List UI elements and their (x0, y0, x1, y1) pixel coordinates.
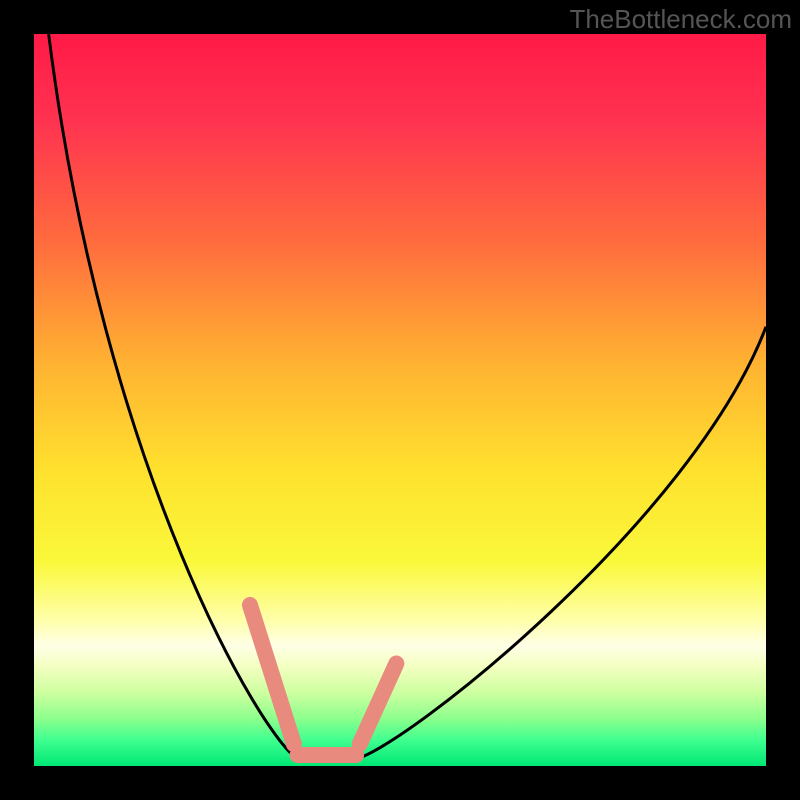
gradient-bg (34, 34, 766, 766)
watermark-text: TheBottleneck.com (569, 4, 792, 35)
plot-area (34, 34, 766, 766)
chart-stage: TheBottleneck.com (0, 0, 800, 800)
plot-svg (34, 34, 766, 766)
